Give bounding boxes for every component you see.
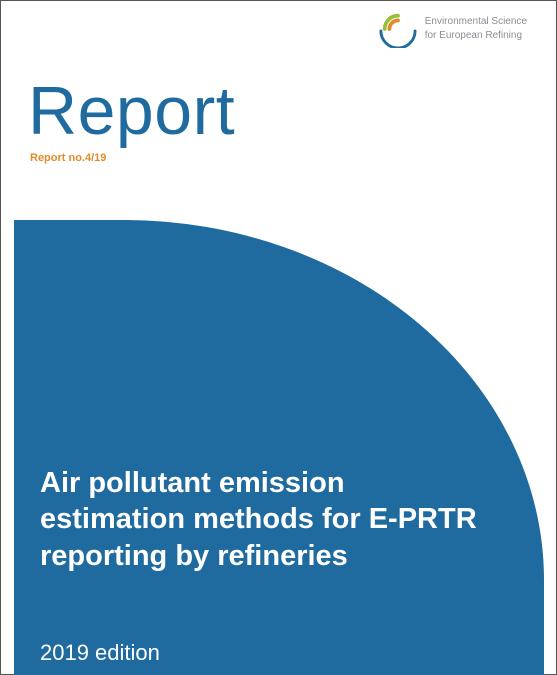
logo-tagline-1: Environmental Science [425, 16, 527, 28]
logo-text-block: Environmental Science for European Refin… [425, 10, 527, 42]
title-block: Air pollutant emission estimation method… [40, 465, 480, 574]
concawe-logo-icon [379, 10, 417, 48]
report-heading: Report [28, 72, 235, 150]
report-number: Report no.4/19 [30, 152, 106, 164]
report-title: Air pollutant emission estimation method… [40, 465, 480, 574]
logo-tagline-2: for European Refining [425, 30, 527, 42]
edition-label: 2019 edition [40, 640, 160, 666]
logo-area: Environmental Science for European Refin… [379, 10, 527, 48]
